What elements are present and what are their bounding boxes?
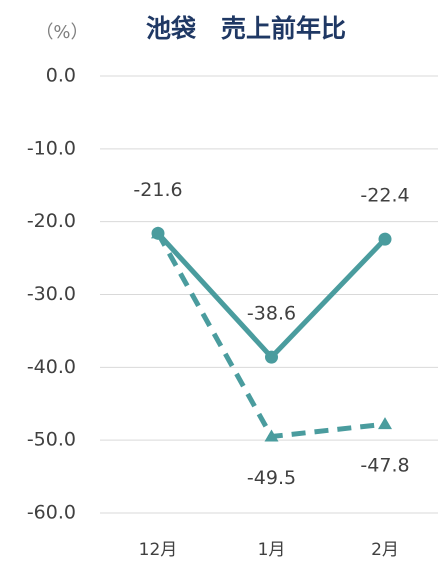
- data-label: -47.8: [360, 455, 409, 477]
- y-axis-label: （%）: [35, 22, 88, 43]
- chart-title: 池袋 売上前年比: [146, 14, 346, 43]
- x-tick-label: 1月: [258, 540, 286, 560]
- data-label: -38.6: [247, 303, 296, 325]
- series-line: [155, 232, 386, 440]
- data-label: -22.4: [360, 185, 409, 207]
- y-tick-label: -50.0: [27, 429, 76, 451]
- data-label: -49.5: [247, 467, 296, 489]
- point: [378, 417, 392, 430]
- y-tick-label: 0.0: [46, 65, 76, 87]
- data-label: -21.6: [133, 179, 182, 201]
- y-tick-label: -40.0: [27, 356, 76, 378]
- point: [264, 429, 279, 442]
- x-tick-label: 12月: [139, 540, 178, 560]
- y-tick-label: -20.0: [27, 210, 76, 232]
- x-tick-label: 2月: [371, 540, 399, 560]
- point: [378, 232, 392, 246]
- y-tick-label: -10.0: [27, 137, 76, 159]
- y-tick-label: -60.0: [27, 502, 76, 524]
- point: [265, 350, 278, 364]
- y-tick-label: -30.0: [27, 283, 76, 305]
- point: [151, 226, 165, 239]
